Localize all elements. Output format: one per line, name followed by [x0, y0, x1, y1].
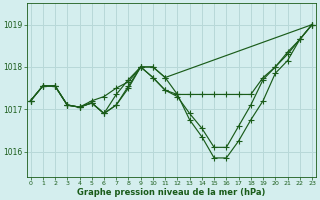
- X-axis label: Graphe pression niveau de la mer (hPa): Graphe pression niveau de la mer (hPa): [77, 188, 266, 197]
